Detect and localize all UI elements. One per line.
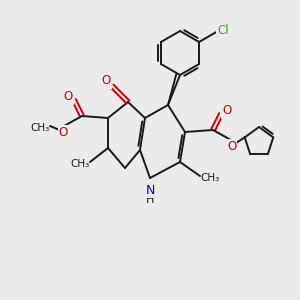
Text: N: N — [145, 184, 155, 196]
Text: O: O — [101, 74, 111, 88]
Text: H: H — [146, 195, 154, 205]
Text: CH₃: CH₃ — [30, 123, 50, 133]
Text: O: O — [63, 91, 73, 103]
Text: Cl: Cl — [218, 25, 229, 38]
Text: CH₃: CH₃ — [200, 173, 220, 183]
Text: N: N — [145, 184, 155, 196]
Text: O: O — [63, 91, 73, 103]
Text: O: O — [101, 74, 111, 88]
Text: Cl: Cl — [218, 25, 229, 38]
Text: O: O — [222, 104, 232, 118]
Text: O: O — [58, 125, 68, 139]
Text: O: O — [222, 104, 232, 118]
Text: O: O — [227, 140, 237, 152]
Text: CH₃: CH₃ — [70, 159, 90, 169]
